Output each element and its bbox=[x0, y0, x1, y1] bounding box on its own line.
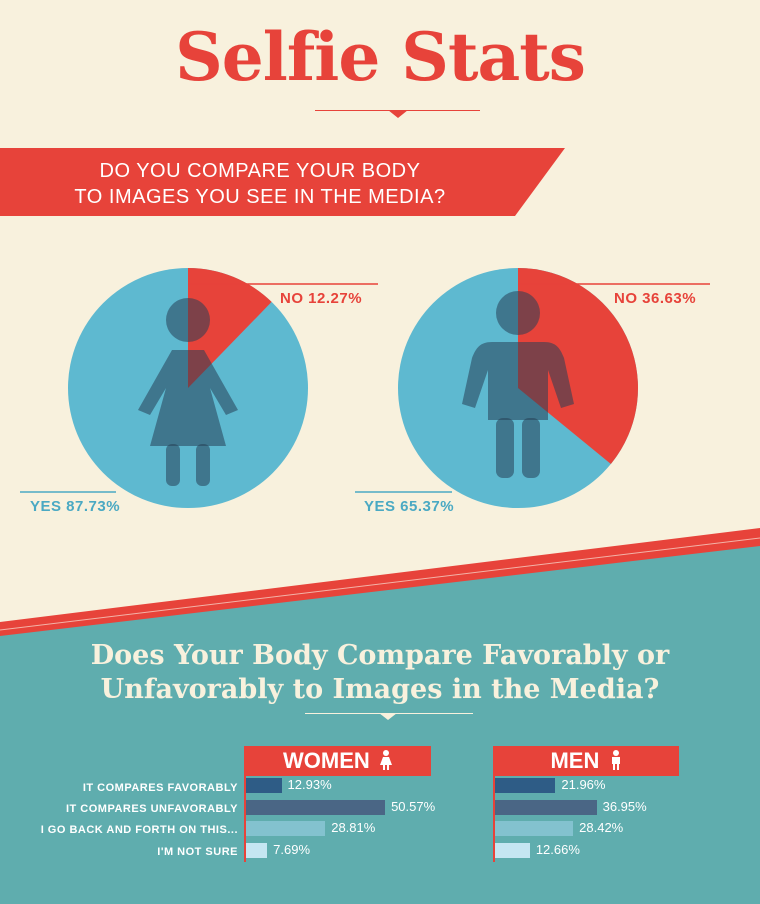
category-label: IT COMPARES FAVORABLY bbox=[82, 782, 238, 794]
men-bar-value: 21.96% bbox=[561, 777, 606, 792]
men-bar bbox=[495, 778, 556, 793]
pie-women-yes-label: YES 87.73% bbox=[30, 498, 121, 515]
women-bar bbox=[246, 842, 268, 858]
men-bar-value: 36.95% bbox=[602, 798, 647, 814]
male-figure-icon bbox=[462, 291, 574, 478]
men-bar bbox=[495, 821, 574, 836]
women-bar-value: 7.69% bbox=[273, 841, 311, 857]
pie-women-no-label: NO 12.27% bbox=[280, 290, 363, 307]
men-bar bbox=[495, 799, 597, 815]
women-bar-value: 50.57% bbox=[391, 798, 436, 814]
question2-line2: Unfavorably to Images in the Media? bbox=[100, 674, 660, 705]
men-bar-value: 28.42% bbox=[579, 820, 624, 835]
men-bar bbox=[495, 842, 530, 858]
women-axis bbox=[244, 776, 246, 862]
question-banner bbox=[0, 148, 565, 216]
question2-arrow-icon bbox=[379, 713, 397, 720]
question1-line2: TO IMAGES YOU SEE IN THE MEDIA? bbox=[74, 186, 446, 208]
category-label: I'M NOT SURE bbox=[157, 846, 238, 858]
men-bar-value: 12.66% bbox=[535, 841, 580, 857]
female-figure-icon bbox=[379, 750, 392, 770]
pie-men-no-label: NO 36.63% bbox=[614, 290, 697, 307]
women-bar-value: 28.81% bbox=[331, 820, 376, 835]
women-bar bbox=[246, 778, 282, 793]
title-arrow-icon bbox=[388, 110, 408, 118]
pie-men-yes-label: YES 65.37% bbox=[364, 498, 455, 515]
men-axis bbox=[493, 776, 495, 862]
women-bar-chart: 12.93% 50.57% 28.81% 7.69% bbox=[246, 777, 476, 864]
men-header-label: MEN bbox=[550, 748, 600, 773]
men-header: MEN bbox=[493, 746, 679, 776]
category-label: IT COMPARES UNFAVORABLY bbox=[65, 803, 238, 815]
women-header-label: WOMEN bbox=[283, 748, 370, 773]
page-title: Selfie Stats bbox=[175, 18, 586, 96]
pie-charts bbox=[20, 268, 710, 508]
women-bar-value: 12.93% bbox=[287, 777, 332, 792]
category-label: I GO BACK AND FORTH ON THIS... bbox=[40, 824, 238, 836]
women-bar bbox=[246, 821, 326, 836]
women-bar bbox=[246, 799, 386, 815]
question1-line1: DO YOU COMPARE YOUR BODY bbox=[99, 160, 421, 182]
female-figure-icon bbox=[138, 298, 238, 486]
men-bar-chart: 21.96% 36.95% 28.42% 12.66% bbox=[495, 777, 725, 864]
question2-line1: Does Your Body Compare Favorably or bbox=[90, 640, 670, 671]
pie-slice-no bbox=[188, 268, 272, 388]
pie-slice-no bbox=[518, 268, 638, 464]
women-header: WOMEN bbox=[244, 746, 431, 776]
male-figure-icon bbox=[611, 750, 620, 770]
